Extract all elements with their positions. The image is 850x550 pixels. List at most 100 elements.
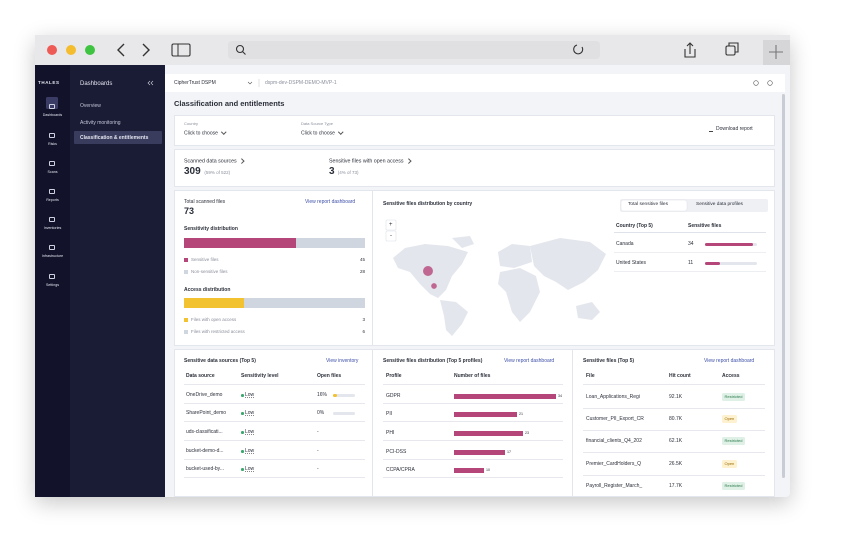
files-card [572, 349, 775, 497]
zoom-in-button[interactable] [385, 219, 397, 231]
profile-name: PHI [386, 430, 395, 436]
stat-note: (59% of 522) [204, 170, 231, 175]
minimize-button[interactable] [66, 45, 76, 55]
dist-title: Access distribution [184, 287, 231, 293]
rail-label[interactable]: Infrastructure [41, 254, 64, 258]
search-icon [235, 44, 245, 54]
continents [393, 236, 606, 336]
map-title: Sensitive files distribution by country [383, 201, 473, 207]
file-name[interactable]: Loan_Applications_Regi [586, 394, 640, 400]
stat-label[interactable]: Scanned data sources [184, 159, 243, 165]
profiles-link[interactable]: View report dashboard [504, 358, 555, 364]
tabs-button[interactable] [725, 45, 736, 56]
country-header: Country (Top 5) [616, 223, 653, 229]
country-value: 11 [688, 260, 694, 266]
nav-item[interactable]: Classification & entitlements [80, 135, 149, 141]
sidebar-button[interactable] [171, 43, 191, 57]
header-rule [614, 232, 766, 233]
row-rule [614, 252, 766, 253]
legend-label: Non-sensitive files [191, 269, 228, 274]
open-files: - [317, 448, 319, 454]
map-tab[interactable]: Sensitive data profiles [696, 202, 743, 207]
rail-label[interactable]: Risks [48, 142, 57, 146]
zoom-button[interactable] [85, 45, 95, 55]
stat-label[interactable]: Sensitive files with open access [329, 159, 410, 165]
rail-label[interactable]: Scans [47, 170, 58, 174]
nav-item[interactable]: Overview [80, 103, 101, 109]
hit-count: 92.1K [669, 394, 683, 400]
files-link[interactable]: View report dashboard [704, 358, 755, 364]
profile-name: PII [386, 411, 393, 417]
rail-label[interactable]: Dashboards [42, 113, 63, 117]
country-bar [705, 262, 721, 265]
rail-label[interactable]: Inventories [43, 226, 62, 230]
filter-value[interactable]: Click to choose [184, 131, 225, 137]
reload-button[interactable] [573, 44, 584, 55]
zoom-out-button[interactable] [385, 230, 397, 242]
source-name[interactable]: bucket-demo-d... [186, 448, 224, 454]
hit-count: 80.7K [669, 416, 683, 422]
dist-segment [295, 238, 365, 248]
zoom-out[interactable]: - [390, 233, 392, 239]
sources-link[interactable]: View inventory [326, 358, 359, 364]
row-rule [383, 403, 563, 404]
rail-icon [49, 274, 55, 279]
column-header: Open files [317, 373, 342, 379]
source-name[interactable]: bucket-used-by... [186, 466, 224, 472]
legend-label: Files with open access [191, 317, 237, 322]
share-button[interactable] [684, 42, 696, 58]
level: Low [245, 466, 255, 472]
filter-value[interactable]: Click to choose [301, 131, 342, 137]
source-name[interactable]: uds-classificati... [186, 429, 223, 435]
profile-value: 34 [558, 393, 562, 398]
files-header: Sensitive files [688, 223, 722, 229]
legend-value: 3 [362, 317, 365, 322]
close-button[interactable] [47, 45, 57, 55]
file-name[interactable]: Payroll_Register_March_ [586, 483, 643, 489]
help-icon[interactable] [753, 80, 759, 86]
country-name: Canada [616, 241, 634, 247]
nav-item[interactable]: Activity monitoring [80, 120, 121, 126]
row-rule [583, 452, 765, 453]
access-badge: Restricted [722, 437, 746, 445]
file-name[interactable]: Customer_PII_Export_CR [586, 416, 644, 422]
scanned-link[interactable]: View report dashboard [305, 199, 356, 205]
source-name[interactable]: OneDrive_demo [186, 392, 223, 398]
level-dot [241, 450, 244, 453]
hit-count: 17.7K [669, 483, 683, 489]
asia [530, 238, 606, 290]
sources-title: Sensitive data sources (Top 5) [184, 358, 256, 364]
download-report[interactable]: Download report [716, 126, 753, 132]
file-name[interactable]: Premier_CardHolders_Q [586, 461, 642, 467]
row-rule [614, 271, 766, 272]
legend-value: 28 [359, 269, 365, 274]
back-button[interactable] [117, 43, 125, 57]
zoom-in[interactable]: + [389, 222, 393, 228]
profile-value: 23 [525, 430, 529, 435]
files-title: Sensitive files (Top 5) [583, 358, 635, 364]
forward-button[interactable] [142, 43, 150, 57]
scrollbar [782, 94, 785, 478]
file-name[interactable]: financial_clients_Q4_202 [586, 438, 642, 444]
rail-label[interactable]: Reports [46, 198, 59, 202]
profile-name: CCPA/CPRA [386, 467, 415, 473]
access-badge: Open [722, 460, 737, 468]
user-icon[interactable] [767, 80, 773, 86]
legend-swatch [184, 270, 188, 274]
rail-label[interactable]: Settings [46, 283, 59, 287]
new-tab-button[interactable] [769, 45, 783, 59]
collapse-icon[interactable] [147, 80, 154, 86]
source-name[interactable]: SharePoint_demo [186, 410, 227, 416]
address-bar[interactable] [228, 41, 600, 59]
product-dropdown[interactable] [247, 81, 253, 85]
search-icon-handle [242, 51, 246, 55]
rail-icon [49, 189, 55, 194]
level-dot [241, 468, 244, 471]
rail-icon [49, 217, 55, 222]
hit-count: 26.5K [669, 461, 683, 467]
product: CipherTrust DSPM [174, 80, 216, 86]
filter-card [174, 115, 775, 146]
map-tab[interactable]: Total sensitive files [628, 202, 668, 207]
